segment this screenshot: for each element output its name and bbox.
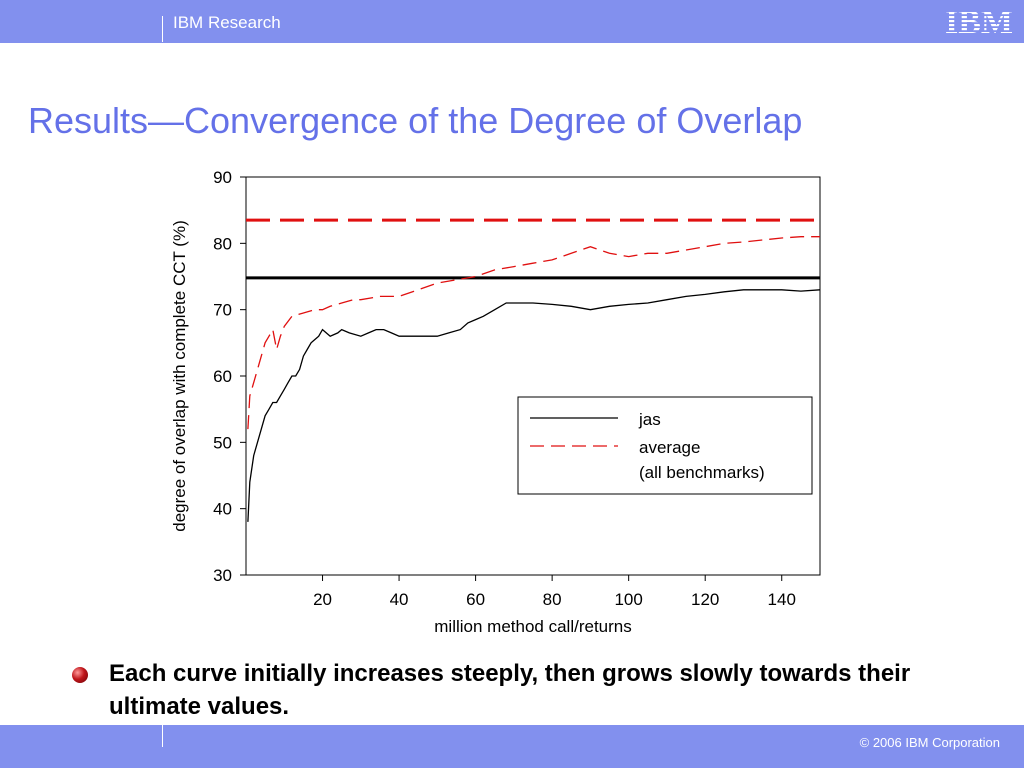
y-tick-label: 50 bbox=[213, 433, 232, 452]
x-tick-label: 140 bbox=[768, 590, 796, 609]
slide-title: Results—Convergence of the Degree of Ove… bbox=[28, 100, 803, 141]
x-axis-label: million method call/returns bbox=[434, 617, 631, 636]
series-line-average bbox=[247, 236, 820, 430]
y-tick-label: 60 bbox=[213, 367, 232, 386]
y-tick-label: 90 bbox=[213, 168, 232, 187]
y-tick-label: 70 bbox=[213, 301, 232, 320]
bullet-text: Each curve initially increases steeply, … bbox=[109, 660, 911, 720]
org-name: IBM Research bbox=[173, 13, 281, 32]
bullet-list: Each curve initially increases steeply, … bbox=[72, 657, 912, 723]
bullet-icon bbox=[72, 667, 88, 683]
y-tick-label: 30 bbox=[213, 566, 232, 585]
plot-frame bbox=[245, 176, 821, 576]
y-tick-label: 80 bbox=[213, 234, 232, 253]
x-tick-label: 120 bbox=[691, 590, 719, 609]
ibm-logo: IBM bbox=[945, 4, 1013, 38]
legend-label: jas bbox=[638, 410, 661, 429]
copyright-text: © 2006 IBM Corporation bbox=[859, 735, 1000, 750]
legend-label: average bbox=[639, 438, 700, 457]
series-line-jas bbox=[247, 289, 821, 522]
x-tick-label: 100 bbox=[614, 590, 642, 609]
overlap-line-chart: 30 40 50 60 70 80 90 20 40 60 80 100 120 140 million m… bbox=[170, 168, 821, 636]
header-divider bbox=[162, 16, 163, 42]
y-axis-label: degree of overlap with complete CCT (%) bbox=[170, 220, 189, 532]
header-bar: IBM Research IBM bbox=[0, 0, 1024, 43]
legend-label: (all benchmarks) bbox=[639, 463, 765, 482]
x-tick-label: 80 bbox=[543, 590, 562, 609]
y-tick-label: 40 bbox=[213, 500, 232, 519]
footer-divider bbox=[162, 725, 163, 747]
x-tick-label: 40 bbox=[390, 590, 409, 609]
x-tick-label: 60 bbox=[466, 590, 485, 609]
legend-box bbox=[517, 396, 813, 495]
x-tick-label: 20 bbox=[313, 590, 332, 609]
bullet-item: Each curve initially increases steeply, … bbox=[72, 657, 912, 723]
svg-text:IBM: IBM bbox=[945, 4, 1013, 38]
footer-bar: © 2006 IBM Corporation bbox=[0, 725, 1024, 768]
